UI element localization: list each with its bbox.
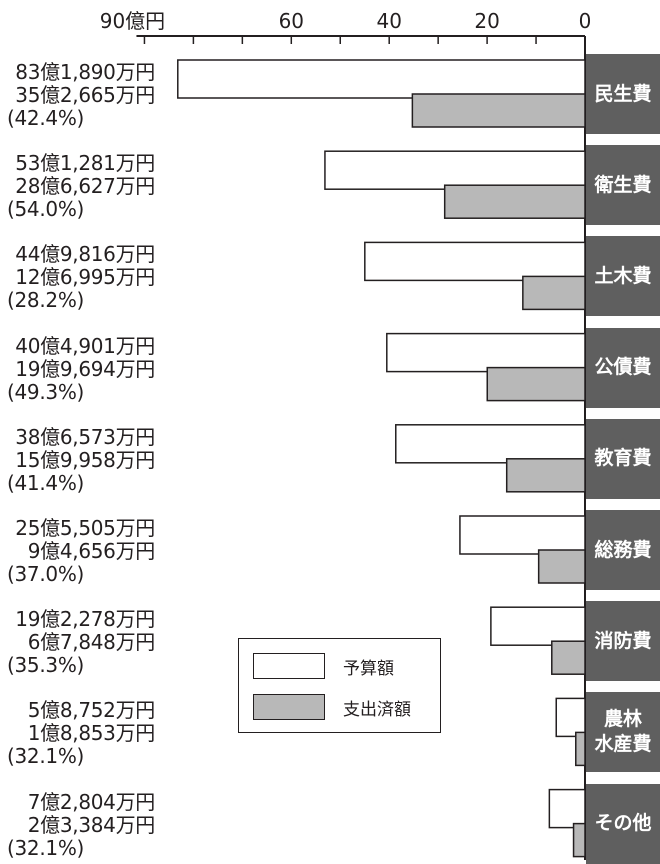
spent-value-label: 28億6,627万円 (15, 174, 155, 199)
bar-budget (459, 515, 586, 555)
x-tick-label: 60 (279, 9, 304, 33)
bar-spent (537, 549, 586, 584)
category-label: 土木費 (586, 236, 660, 317)
category-values: 19億2,278万円 6億7,848万円 (35.3%) (7, 608, 155, 677)
budget-value-label: 19億2,278万円 (15, 607, 155, 632)
category-values: 25億5,505万円 9億4,656万円 (37.0%) (7, 517, 155, 586)
percent-label: (32.1%) (7, 835, 85, 860)
budget-value-label: 83億1,890万円 (15, 60, 155, 84)
category-values: 38億6,573万円 15億9,958万円 (41.4%) (7, 424, 155, 495)
spent-value-label: 6億7,848万円 (27, 630, 156, 655)
legend-item-budget: 予算額 (253, 653, 394, 679)
percent-label: (28.2%) (7, 288, 85, 313)
legend: 予算額 支出済額 (238, 638, 441, 733)
percent-label: (41.4%) (7, 470, 85, 495)
x-tick-label: 40 (376, 9, 401, 33)
spent-value-label: 9億4,656万円 (27, 539, 156, 563)
category-values: 5億8,752万円 1億8,853万円 (32.1%) (7, 699, 155, 768)
legend-label-spent: 支出済額 (343, 699, 411, 720)
legend-label-budget: 予算額 (343, 658, 394, 679)
budget-value-label: 7億2,804万円 (27, 789, 156, 814)
category-label: 民生費 (586, 54, 660, 134)
category-label: 教育費 (586, 418, 660, 499)
budget-value-label: 40億4,901万円 (15, 333, 155, 358)
bar-spent (572, 822, 586, 858)
percent-label: (42.4%) (7, 106, 85, 130)
legend-item-spent: 支出済額 (253, 694, 411, 720)
budget-value-label: 25億5,505万円 (15, 516, 155, 540)
bar-budget (386, 332, 586, 373)
percent-label: (35.3%) (7, 653, 85, 678)
bar-budget (490, 606, 586, 646)
percent-label: (54.0%) (7, 197, 85, 222)
spent-value-label: 35億2,665万円 (15, 83, 155, 107)
category-values: 44億9,816万円 12億6,995万円 (28.2%) (7, 243, 155, 312)
budget-value-label: 38億6,573万円 (15, 424, 155, 449)
bar-spent (486, 366, 586, 402)
x-tick-label: 20 (474, 9, 499, 33)
bar-budget (395, 424, 586, 464)
bar-budget (364, 241, 586, 282)
bar-budget (555, 697, 586, 738)
category-label: 消防費 (586, 601, 660, 682)
spent-value-label: 12億6,995万円 (15, 265, 155, 290)
budget-value-label: 5億8,752万円 (27, 698, 156, 723)
category-label: 衛生費 (586, 145, 660, 226)
category-label: 総務費 (586, 510, 660, 590)
bar-spent (522, 275, 586, 311)
category-values: 53億1,281万円 28億6,627万円 (54.0%) (7, 152, 155, 221)
category-label: 農林 水産費 (586, 692, 660, 773)
spent-value-label: 1億8,853万円 (27, 721, 156, 746)
bar-spent (505, 458, 586, 493)
percent-label: (32.1%) (7, 744, 85, 769)
percent-label: (37.0%) (7, 562, 85, 586)
x-tick-label: 90億円 (100, 9, 165, 33)
spent-value-label: 2億3,384万円 (27, 812, 156, 837)
legend-swatch-budget (253, 653, 325, 679)
legend-swatch-spent (253, 694, 325, 720)
spent-value-label: 19億9,694万円 (15, 356, 155, 381)
percent-label: (49.3%) (7, 379, 85, 404)
budget-value-label: 44億9,816万円 (15, 242, 155, 267)
category-label: その他 (586, 783, 660, 864)
category-values: 83億1,890万円 35億2,665万円 (42.4%) (7, 61, 155, 130)
category-values: 7億2,804万円 2億3,384万円 (32.1%) (7, 789, 156, 860)
bar-budget (324, 150, 586, 190)
category-values: 40億4,901万円 19億9,694万円 (49.3%) (7, 333, 155, 404)
bar-budget (548, 788, 586, 829)
category-label: 公債費 (586, 327, 660, 408)
bar-budget (177, 59, 586, 99)
x-tick-label: 0 (579, 9, 592, 33)
bar-spent (411, 93, 586, 128)
spent-value-label: 15億9,958万円 (15, 447, 155, 472)
bar-spent (575, 731, 586, 767)
bar-spent (443, 184, 586, 219)
bar-spent (551, 640, 586, 675)
budget-value-label: 53億1,281万円 (15, 151, 155, 176)
